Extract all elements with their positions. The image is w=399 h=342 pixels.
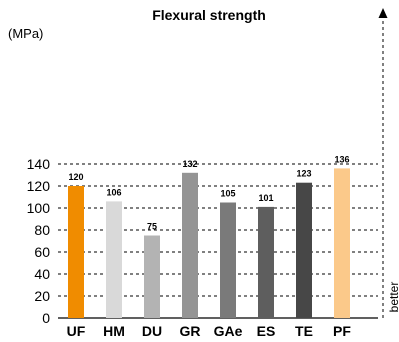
bar-te bbox=[296, 182, 312, 318]
better-arrow: better bbox=[378, 8, 399, 318]
y-axis-unit-label: (MPa) bbox=[8, 26, 43, 41]
y-tick-label: 140 bbox=[27, 156, 51, 172]
data-label: 105 bbox=[220, 189, 235, 199]
data-label: 120 bbox=[68, 172, 83, 182]
data-label: 75 bbox=[147, 222, 157, 232]
y-tick-label: 120 bbox=[27, 178, 51, 194]
x-tick-label: UF bbox=[67, 323, 86, 339]
x-tick-label: PF bbox=[333, 323, 351, 339]
x-tick-label: DU bbox=[142, 323, 162, 339]
data-label: 132 bbox=[182, 159, 197, 169]
data-label: 123 bbox=[296, 169, 311, 179]
better-annotation: better bbox=[387, 282, 399, 313]
bar-pf bbox=[334, 168, 350, 318]
bar-uf bbox=[68, 186, 84, 318]
y-tick-labels: 0 20 40 60 80 100 120 140 bbox=[27, 156, 51, 326]
data-label: 136 bbox=[334, 154, 349, 164]
x-tick-label: TE bbox=[295, 323, 313, 339]
y-tick-label: 20 bbox=[34, 288, 50, 304]
y-tick-label: 0 bbox=[42, 310, 50, 326]
y-tick-label: 40 bbox=[34, 266, 50, 282]
bars bbox=[68, 168, 350, 318]
y-tick-label: 60 bbox=[34, 244, 50, 260]
x-tick-label: HM bbox=[103, 323, 125, 339]
x-tick-label: GAe bbox=[214, 323, 243, 339]
data-label: 101 bbox=[258, 193, 273, 203]
x-tick-label: GR bbox=[180, 323, 201, 339]
chart-title: Flexural strength bbox=[152, 7, 266, 23]
data-label: 106 bbox=[106, 187, 121, 197]
x-tick-labels: UF HM DU GR GAe ES TE PF bbox=[67, 323, 352, 339]
bar-gr bbox=[182, 172, 198, 318]
y-tick-label: 100 bbox=[27, 200, 51, 216]
y-tick-label: 80 bbox=[34, 222, 50, 238]
x-tick-label: ES bbox=[257, 323, 276, 339]
bar-es bbox=[258, 206, 274, 318]
bar-gae bbox=[220, 202, 236, 318]
arrow-up-icon bbox=[378, 8, 388, 18]
data-labels: 120 106 75 132 105 101 123 136 bbox=[68, 154, 349, 231]
bar-du bbox=[144, 235, 160, 318]
bar-hm bbox=[106, 201, 122, 318]
